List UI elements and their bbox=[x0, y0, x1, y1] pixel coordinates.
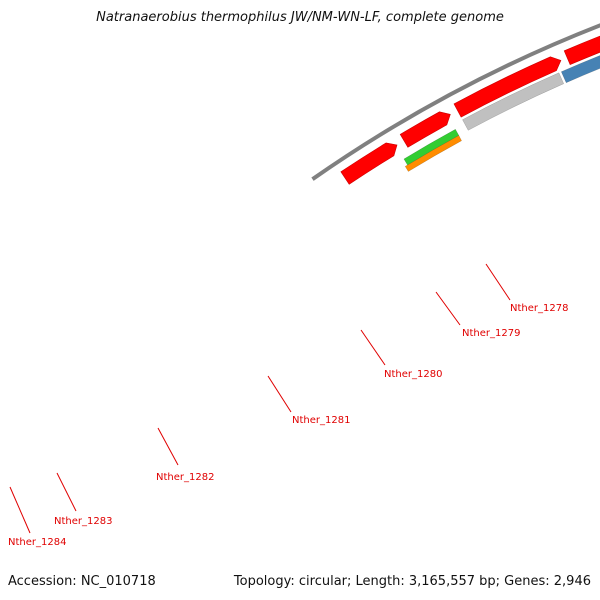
gene-leader-line bbox=[9, 486, 31, 534]
gene-feature-band bbox=[403, 128, 460, 166]
gene-label[interactable]: Nther_1284 bbox=[8, 537, 66, 548]
gene-label[interactable]: Nther_1280 bbox=[384, 369, 442, 380]
gene-leader-line bbox=[267, 375, 292, 413]
gene-label-leaders bbox=[9, 263, 511, 534]
cds-arrow bbox=[453, 56, 562, 118]
genome-backbone bbox=[311, 23, 600, 181]
gene-feature-track bbox=[403, 55, 600, 172]
gene-label[interactable]: Nther_1281 bbox=[292, 415, 350, 426]
gene-feature-band bbox=[462, 72, 565, 131]
cds-arrow bbox=[563, 35, 600, 65]
gene-leader-line bbox=[435, 291, 461, 326]
gene-label-track: Nther_1278 Nther_1279 Nther_1280 Nther_1281… bbox=[8, 303, 568, 548]
gene-feature-band bbox=[404, 135, 462, 172]
gene-label[interactable]: Nther_1279 bbox=[462, 328, 520, 339]
map-title: Natranaerobius thermophilus JW/NM-WN-LF,… bbox=[96, 10, 504, 25]
genome-summary-text: Topology: circular; Length: 3,165,557 bp… bbox=[233, 574, 591, 589]
gene-leader-line bbox=[485, 263, 511, 301]
cds-arrow bbox=[340, 142, 398, 185]
cds-arrow bbox=[399, 111, 451, 148]
gene-feature-band bbox=[560, 55, 600, 84]
accession-text: Accession: NC_010718 bbox=[8, 574, 156, 589]
gene-leader-line bbox=[56, 472, 77, 512]
gene-label[interactable]: Nther_1282 bbox=[156, 472, 214, 483]
gene-label[interactable]: Nther_1283 bbox=[54, 516, 112, 527]
gene-leader-line bbox=[360, 329, 386, 366]
cds-track bbox=[340, 35, 600, 185]
gene-leader-line bbox=[157, 427, 179, 466]
gene-label[interactable]: Nther_1278 bbox=[510, 303, 568, 314]
